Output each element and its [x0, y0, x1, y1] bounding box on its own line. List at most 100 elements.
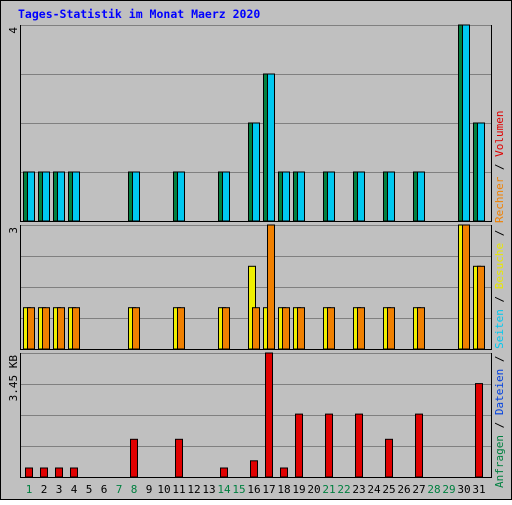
- legend-separator: /: [493, 289, 506, 309]
- bar-dateien-day-23: [357, 171, 365, 222]
- x-tick-day-20: 20: [307, 483, 320, 496]
- x-tick-day-26: 26: [397, 483, 410, 496]
- bar-rechner-day-23: [357, 307, 365, 350]
- bar-rechner-day-21: [327, 307, 335, 350]
- bar-dateien-day-21: [327, 171, 335, 222]
- x-tick-day-14: 14: [217, 483, 231, 496]
- x-tick-day-30: 30: [457, 483, 470, 496]
- x-tick-day-29: 29: [442, 483, 455, 496]
- legend-anfragen: Anfragen: [493, 435, 506, 488]
- legend-separator: /: [493, 349, 506, 369]
- y-tick-label: 4: [7, 27, 20, 34]
- x-tick-day-22: 22: [337, 483, 350, 496]
- bar-rechner-day-17: [267, 224, 275, 350]
- legend-separator: /: [493, 415, 506, 435]
- x-tick-day-23: 23: [352, 483, 365, 496]
- x-tick-day-28: 28: [427, 483, 440, 496]
- legend-separator: /: [493, 157, 506, 177]
- bar-rechner-day-8: [132, 307, 140, 350]
- x-tick-day-9: 9: [146, 483, 153, 496]
- bar-rechner-day-27: [417, 307, 425, 350]
- bar-dateien-day-3: [57, 171, 65, 222]
- bar-dateien-day-11: [177, 171, 185, 222]
- bar-volumen-day-25: [385, 438, 393, 478]
- legend-separator: /: [493, 223, 506, 243]
- bar-volumen-day-4: [70, 467, 78, 478]
- x-tick-day-16: 16: [247, 483, 260, 496]
- x-tick-day-17: 17: [262, 483, 275, 496]
- bar-rechner-day-16: [252, 307, 260, 350]
- bar-volumen-day-16: [250, 460, 258, 478]
- bar-dateien-day-18: [282, 171, 290, 222]
- legend-seiten: Seiten: [493, 309, 506, 349]
- panel-volume: 3.45 KB: [7, 352, 492, 478]
- bar-volumen-day-21: [325, 413, 333, 478]
- legend-volumen: Volumen: [493, 110, 506, 156]
- x-tick-day-21: 21: [322, 483, 335, 496]
- x-tick-day-5: 5: [86, 483, 93, 496]
- bar-dateien-day-14: [222, 171, 230, 222]
- chart-panels: 4 3 3.45 KB: [7, 24, 492, 478]
- bar-dateien-day-19: [297, 171, 305, 222]
- bar-volumen-day-17: [265, 352, 273, 478]
- x-tick-day-12: 12: [187, 483, 200, 496]
- bar-volumen-day-18: [280, 467, 288, 478]
- bar-rechner-day-3: [57, 307, 65, 350]
- bar-volumen-day-8: [130, 438, 138, 478]
- bar-volumen-day-2: [40, 467, 48, 478]
- bar-dateien-day-1: [27, 171, 35, 222]
- x-axis-labels: 1 2 3 4 5 6 7 8 9 10 11 12 13 14 15 16 17 18 19 20 21 22 23 24 2…: [26, 483, 486, 496]
- bar-dateien-day-8: [132, 171, 140, 222]
- panel-requests: 4: [7, 24, 492, 222]
- bar-rechner-day-30: [462, 224, 470, 350]
- legend-besuche: Besuche: [493, 243, 506, 289]
- bar-dateien-day-4: [72, 171, 80, 222]
- x-tick-day-4: 4: [71, 483, 78, 496]
- bar-volumen-day-3: [55, 467, 63, 478]
- bar-volumen-day-14: [220, 467, 228, 478]
- bar-dateien-day-2: [42, 171, 50, 222]
- x-tick-day-10: 10: [157, 483, 170, 496]
- bar-rechner-day-14: [222, 307, 230, 350]
- bar-dateien-day-16: [252, 122, 260, 222]
- bar-rechner-day-25: [387, 307, 395, 350]
- chart-title: Tages-Statistik im Monat Maerz 2020: [18, 7, 260, 21]
- x-tick-day-24: 24: [367, 483, 381, 496]
- bar-volumen-day-11: [175, 438, 183, 478]
- bar-dateien-day-31: [477, 122, 485, 222]
- x-tick-day-1: 1: [26, 483, 33, 496]
- x-tick-day-19: 19: [292, 483, 305, 496]
- bar-volumen-day-31: [475, 383, 483, 478]
- x-tick-day-3: 3: [56, 483, 63, 496]
- bar-rechner-day-19: [297, 307, 305, 350]
- bar-dateien-day-25: [387, 171, 395, 222]
- bar-volumen-day-1: [25, 467, 33, 478]
- x-tick-day-31: 31: [472, 483, 485, 496]
- bar-rechner-day-31: [477, 265, 485, 350]
- bar-rechner-day-2: [42, 307, 50, 350]
- chart-legend: Anfragen / Dateien / Seiten / Besuche / …: [493, 110, 506, 488]
- x-tick-day-8: 8: [131, 483, 138, 496]
- x-tick-day-2: 2: [41, 483, 48, 496]
- x-tick-day-13: 13: [202, 483, 215, 496]
- panel-visits: 3: [7, 224, 492, 350]
- x-tick-day-18: 18: [277, 483, 290, 496]
- bar-volumen-day-19: [295, 413, 303, 478]
- x-tick-day-27: 27: [412, 483, 425, 496]
- x-tick-day-15: 15: [232, 483, 245, 496]
- bar-volumen-day-23: [355, 413, 363, 478]
- x-tick-day-11: 11: [172, 483, 185, 496]
- bar-rechner-day-1: [27, 307, 35, 350]
- y-tick-label: 3.45 KB: [7, 355, 20, 402]
- x-tick-day-25: 25: [382, 483, 395, 496]
- x-tick-day-6: 6: [101, 483, 108, 496]
- legend-rechner: Rechner: [493, 176, 506, 223]
- x-tick-day-7: 7: [116, 483, 123, 496]
- bar-dateien-day-17: [267, 73, 275, 222]
- bar-volumen-day-27: [415, 413, 423, 478]
- bar-rechner-day-11: [177, 307, 185, 350]
- bar-rechner-day-18: [282, 307, 290, 350]
- y-tick-label: 3: [7, 227, 20, 234]
